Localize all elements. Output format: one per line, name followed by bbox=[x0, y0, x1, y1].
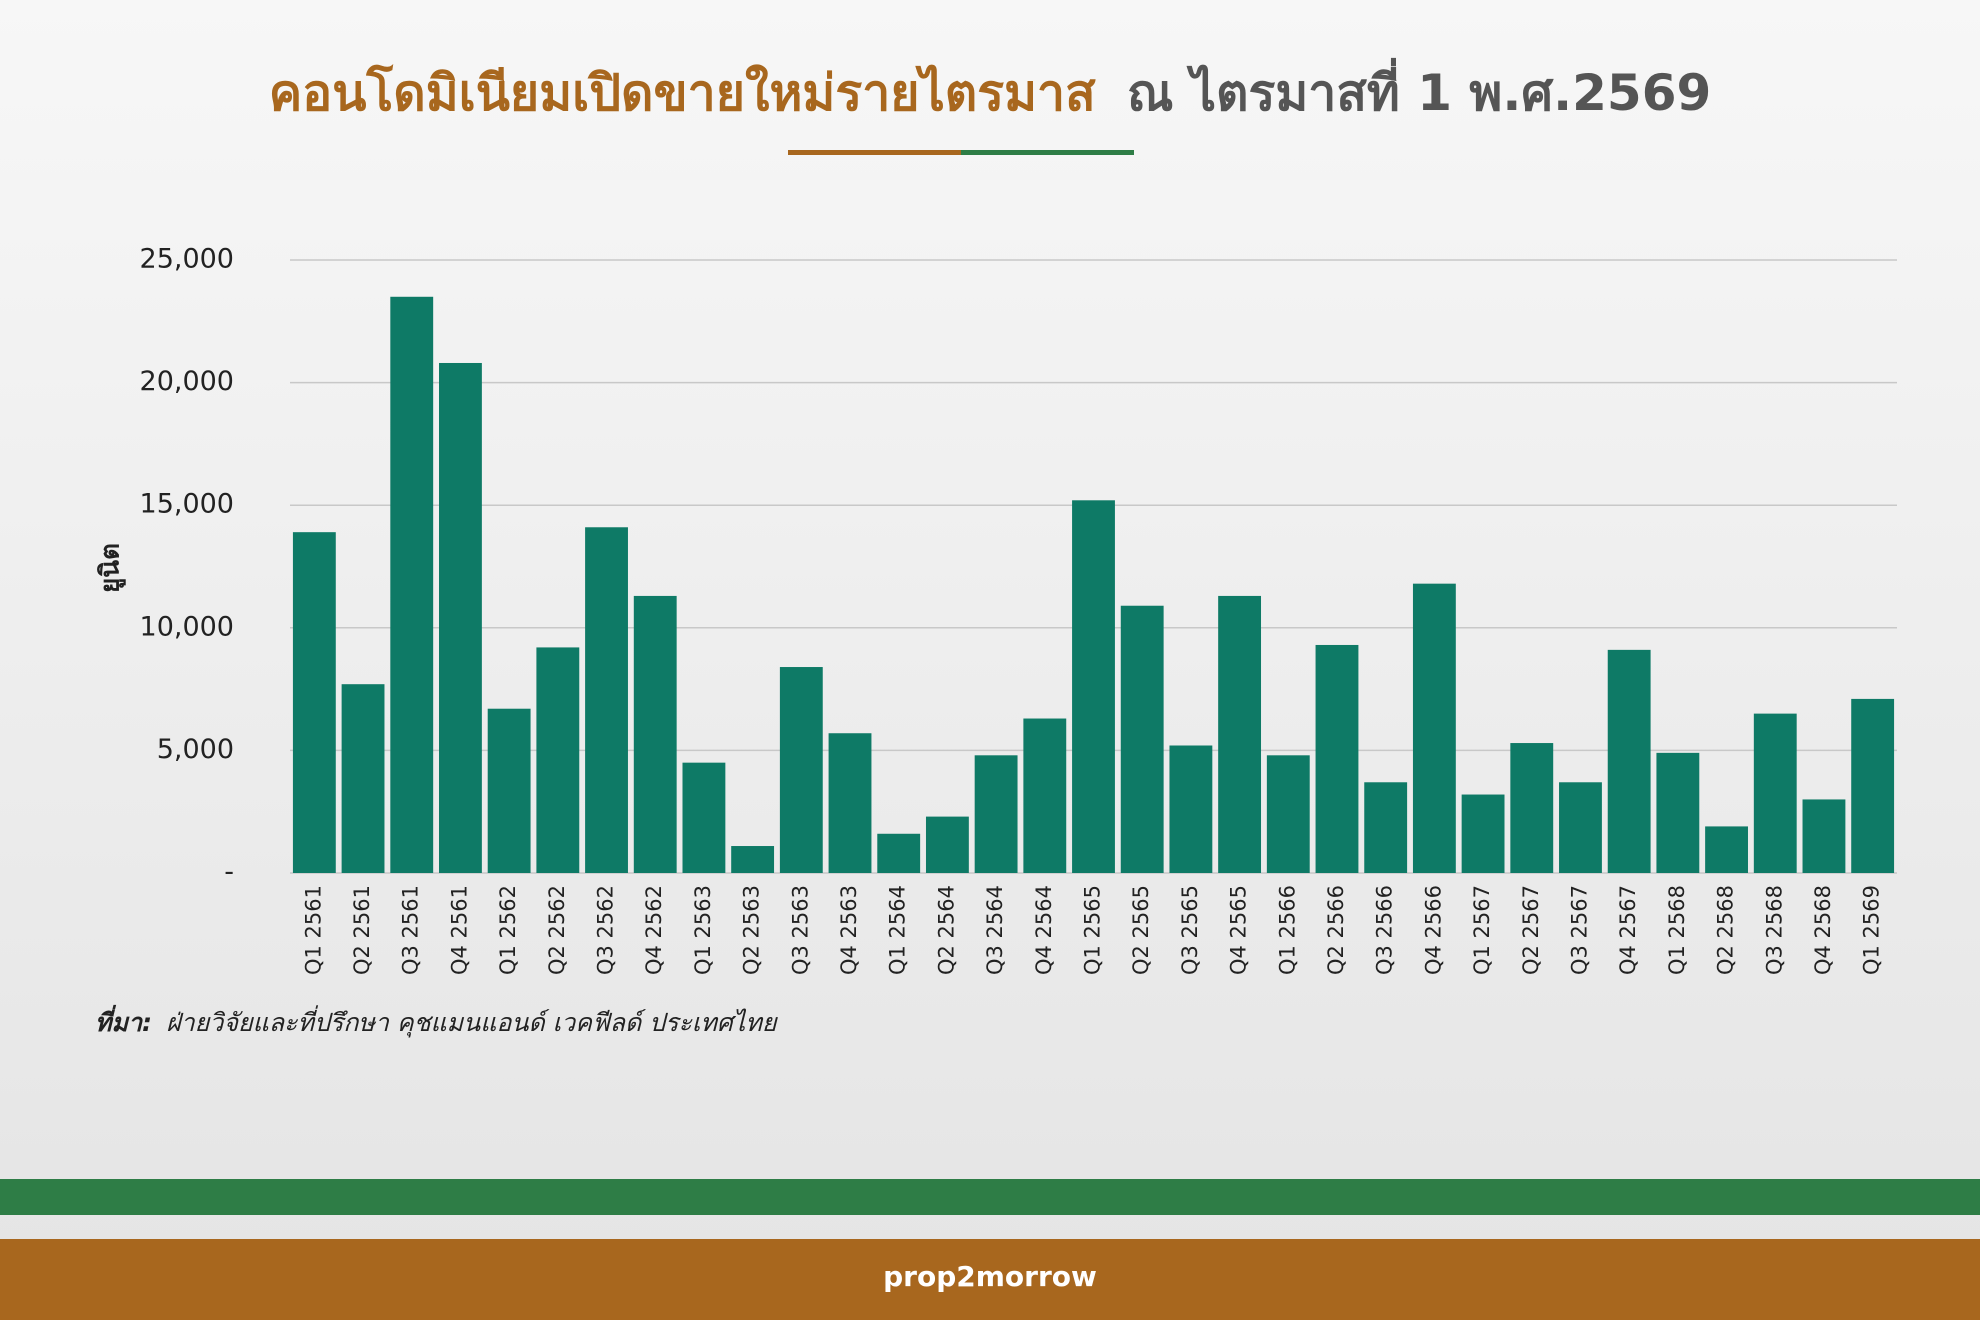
bar bbox=[1023, 718, 1067, 873]
bar bbox=[974, 755, 1018, 873]
chart-title: คอนโดมิเนียมเปิดขายใหม่รายไตรมาส ณ ไตรมา… bbox=[269, 58, 1712, 122]
y-tick-label: 10,000 bbox=[140, 611, 234, 642]
bar bbox=[1266, 755, 1310, 873]
x-tick-label: Q3 2567 bbox=[1567, 885, 1591, 975]
x-tick-label: Q3 2563 bbox=[788, 885, 812, 975]
x-tick-label: Q3 2566 bbox=[1373, 885, 1397, 975]
bar bbox=[1510, 743, 1554, 873]
x-tick-label: Q1 2567 bbox=[1470, 885, 1494, 975]
source-label: ที่มา: bbox=[95, 1004, 152, 1037]
bar bbox=[1169, 745, 1213, 873]
bar bbox=[341, 684, 385, 873]
title-underline bbox=[788, 150, 961, 155]
bar bbox=[925, 816, 969, 873]
x-tick-label: Q4 2561 bbox=[447, 885, 471, 975]
bar bbox=[585, 527, 628, 873]
x-tick-label: Q2 2561 bbox=[350, 885, 374, 975]
title-sub: ณ ไตรมาสที่ 1 พ.ศ.2569 bbox=[1127, 58, 1711, 122]
x-tick-label: Q4 2562 bbox=[642, 885, 666, 975]
bar bbox=[828, 733, 872, 873]
x-tick-label: Q2 2567 bbox=[1519, 885, 1543, 975]
x-tick-label: Q3 2562 bbox=[594, 885, 618, 975]
y-tick-label: 20,000 bbox=[140, 366, 234, 397]
x-tick-label: Q1 2564 bbox=[886, 885, 910, 975]
bar bbox=[1607, 649, 1651, 873]
bar bbox=[1559, 782, 1602, 873]
title-underline bbox=[961, 150, 1134, 155]
x-tick-label: Q1 2566 bbox=[1275, 885, 1299, 975]
x-tick-label: Q3 2568 bbox=[1762, 885, 1786, 975]
bar bbox=[439, 362, 482, 873]
x-tick-label: Q3 2561 bbox=[399, 885, 423, 975]
x-tick-label: Q4 2563 bbox=[837, 885, 861, 975]
x-tick-label: Q4 2568 bbox=[1811, 885, 1835, 975]
bar bbox=[877, 833, 921, 873]
y-tick-label: 5,000 bbox=[157, 734, 234, 765]
bar bbox=[633, 595, 677, 873]
bar bbox=[1072, 500, 1115, 873]
bar bbox=[1364, 782, 1408, 873]
bar bbox=[1753, 713, 1797, 873]
bar bbox=[1315, 644, 1359, 873]
bar bbox=[682, 762, 726, 873]
y-tick-label: - bbox=[224, 857, 234, 888]
x-tick-label: Q3 2565 bbox=[1178, 885, 1202, 975]
title-main: คอนโดมิเนียมเปิดขายใหม่รายไตรมาส bbox=[269, 63, 1096, 122]
x-tick-label: Q4 2567 bbox=[1616, 885, 1640, 975]
x-tick-label: Q1 2561 bbox=[301, 885, 325, 975]
bar bbox=[390, 296, 434, 873]
bar bbox=[1412, 583, 1456, 873]
bar bbox=[487, 708, 531, 873]
bar bbox=[1218, 595, 1262, 873]
x-tick-label: Q4 2564 bbox=[1032, 885, 1056, 975]
bar bbox=[1705, 826, 1748, 873]
y-tick-label: 15,000 bbox=[140, 489, 234, 520]
x-tick-label: Q1 2569 bbox=[1860, 885, 1884, 975]
x-tick-label: Q3 2564 bbox=[983, 885, 1007, 975]
bar bbox=[1120, 605, 1164, 873]
bar bbox=[731, 846, 775, 873]
bar bbox=[1656, 752, 1700, 873]
x-tick-label: Q1 2565 bbox=[1081, 885, 1105, 975]
x-tick-label: Q1 2568 bbox=[1665, 885, 1689, 975]
x-tick-label: Q2 2566 bbox=[1324, 885, 1348, 975]
x-tick-label: Q4 2566 bbox=[1421, 885, 1445, 975]
bar bbox=[779, 667, 823, 873]
footer-band bbox=[0, 1239, 1980, 1320]
logo: prop2morrow bbox=[883, 1260, 1097, 1293]
source-text: ฝ่ายวิจัยและที่ปรึกษา คุชแมนแอนด์ เวคฟีล… bbox=[166, 1005, 779, 1038]
footer-band bbox=[0, 1179, 1980, 1215]
x-tick-label: Q2 2565 bbox=[1129, 885, 1153, 975]
x-tick-label: Q2 2562 bbox=[545, 885, 569, 975]
x-tick-label: Q4 2565 bbox=[1227, 885, 1251, 975]
y-tick-label: 25,000 bbox=[140, 244, 234, 275]
bar bbox=[292, 532, 336, 873]
x-tick-label: Q2 2563 bbox=[740, 885, 764, 975]
x-tick-label: Q1 2563 bbox=[691, 885, 715, 975]
source-note: ที่มา: ฝ่ายวิจัยและที่ปรึกษา คุชแมนแอนด์… bbox=[95, 1004, 779, 1038]
x-tick-label: Q2 2568 bbox=[1714, 885, 1738, 975]
bar bbox=[1461, 794, 1505, 873]
y-axis-title: ยูนิต bbox=[96, 543, 127, 593]
x-tick-label: Q1 2562 bbox=[496, 885, 520, 975]
bar bbox=[536, 647, 580, 873]
bar bbox=[1802, 799, 1846, 873]
bar bbox=[1851, 698, 1895, 873]
x-tick-label: Q2 2564 bbox=[934, 885, 958, 975]
